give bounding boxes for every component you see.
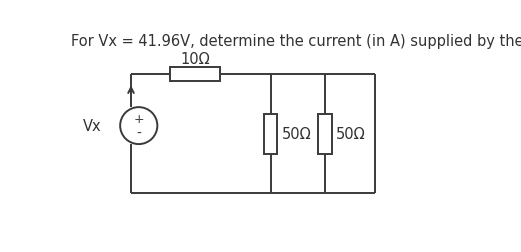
Bar (264, 114, 278, 154)
Bar (170, 68, 220, 82)
Text: For Vx = 41.96V, determine the current (in A) supplied by the voltage source.: For Vx = 41.96V, determine the current (… (71, 34, 521, 49)
Bar (318, 114, 332, 154)
Text: 50Ω: 50Ω (281, 127, 311, 142)
Text: -: - (137, 126, 141, 140)
Text: 50Ω: 50Ω (336, 127, 365, 142)
Text: Vx: Vx (83, 119, 102, 134)
Text: 10Ω: 10Ω (180, 52, 210, 67)
Text: +: + (133, 113, 144, 126)
Circle shape (120, 108, 157, 144)
